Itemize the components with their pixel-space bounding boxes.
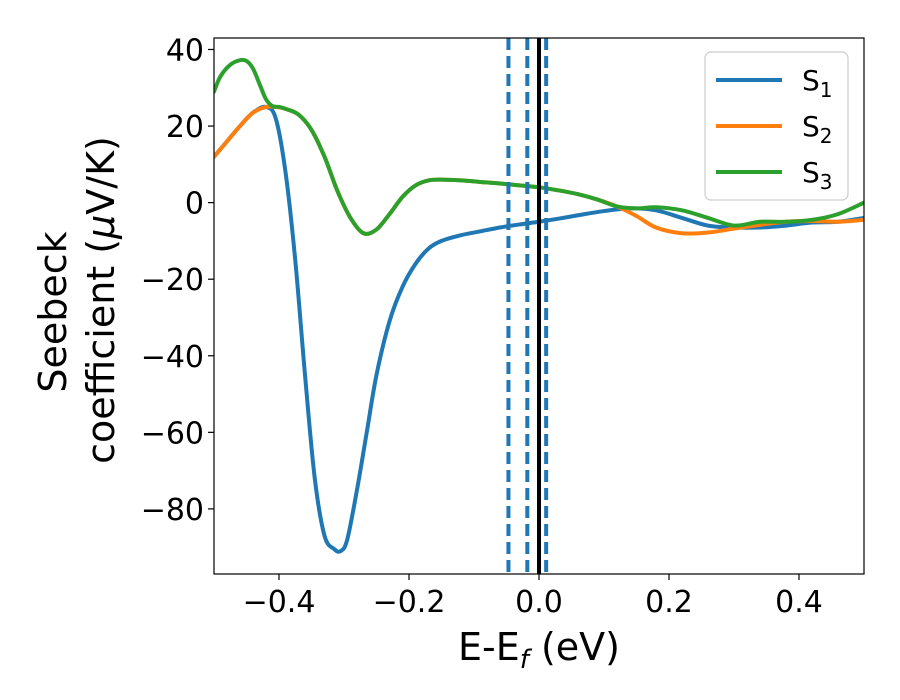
y-tick-label: −80 — [141, 493, 204, 528]
y-axis-label-line1: Seebeck — [31, 231, 75, 392]
y-axis-label-line2: coefficient (μV/K) — [79, 136, 123, 464]
legend: S1 S2 S3 — [704, 51, 849, 201]
y-tick-label: 20 — [166, 110, 204, 145]
lines-layer — [214, 38, 864, 574]
x-tick-label: −0.2 — [373, 585, 446, 620]
y-ticks: 40 20 0 −20 −40 −60 −80 — [141, 33, 214, 528]
y-tick-label: −40 — [141, 340, 204, 375]
y-tick-label: 40 — [166, 33, 204, 68]
x-axis-label: E-Ef (eV) — [458, 625, 620, 675]
x-tick-label: 0.2 — [645, 585, 693, 620]
legend-label-s1: S1 — [802, 64, 833, 102]
x-ticks: −0.4 −0.2 0.0 0.2 0.4 — [243, 574, 823, 620]
legend-label-s2: S2 — [802, 110, 833, 148]
x-tick-label: −0.4 — [243, 585, 316, 620]
legend-label-s3: S3 — [802, 156, 833, 194]
series-line-s3 — [214, 57, 864, 236]
y-tick-label: −60 — [141, 416, 204, 451]
y-tick-label: −20 — [141, 263, 204, 298]
series-line-s1 — [214, 104, 864, 554]
x-tick-label: 0.0 — [515, 585, 563, 620]
y-tick-label: 0 — [185, 187, 204, 222]
x-tick-label: 0.4 — [775, 585, 823, 620]
